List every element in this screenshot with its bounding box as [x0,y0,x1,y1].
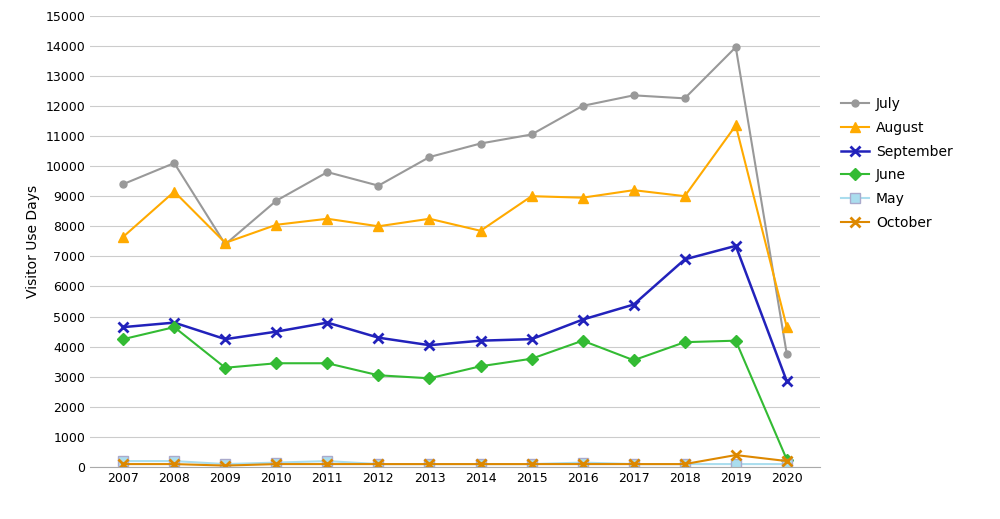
Y-axis label: Visitor Use Days: Visitor Use Days [26,185,40,298]
October [475,461,487,467]
Line: May: May [118,456,792,469]
July [679,95,691,101]
August [270,222,282,228]
October [679,461,691,467]
June [577,337,589,344]
August [475,228,487,234]
May [321,458,333,464]
May [117,458,129,464]
September [219,336,231,343]
July [372,183,384,189]
September [168,320,180,326]
May [679,461,691,467]
May [372,461,384,467]
July [270,198,282,204]
July [475,140,487,146]
June [730,337,742,344]
July [526,131,538,138]
October [117,461,129,467]
September [577,317,589,323]
October [577,461,589,467]
August [423,216,435,222]
July [577,103,589,109]
June [168,324,180,330]
October [168,461,180,467]
June [679,339,691,345]
October [219,462,231,469]
August [526,193,538,199]
June [781,457,793,463]
August [219,240,231,246]
June [117,336,129,343]
Line: August: August [118,120,792,332]
September [781,378,793,385]
October [423,461,435,467]
October [270,461,282,467]
October [730,452,742,458]
June [526,356,538,362]
September [270,329,282,335]
September [372,335,384,341]
May [730,461,742,467]
July [117,181,129,187]
August [679,193,691,199]
May [577,459,589,466]
October [526,461,538,467]
September [117,324,129,330]
July [730,44,742,50]
August [577,195,589,201]
September [321,320,333,326]
October [321,461,333,467]
June [270,360,282,366]
May [628,461,640,467]
July [168,160,180,166]
June [423,375,435,381]
August [372,223,384,229]
August [321,216,333,222]
May [781,461,793,467]
July [423,154,435,160]
June [475,363,487,370]
September [679,256,691,263]
August [117,234,129,240]
September [423,342,435,348]
May [219,461,231,467]
Legend: July, August, September, June, May, October: July, August, September, June, May, Octo… [834,90,960,237]
July [628,92,640,99]
Line: September: September [118,241,792,386]
October [628,461,640,467]
June [219,365,231,371]
July [321,169,333,175]
September [628,302,640,308]
June [628,357,640,363]
Line: July: July [120,44,790,358]
July [219,241,231,248]
May [168,458,180,464]
September [730,243,742,249]
May [270,459,282,466]
May [423,461,435,467]
August [730,122,742,129]
May [526,461,538,467]
Line: October: October [118,450,792,470]
August [628,187,640,193]
October [781,458,793,464]
August [781,324,793,330]
September [475,337,487,344]
August [168,188,180,195]
June [372,372,384,378]
July [781,351,793,357]
Line: June: June [119,323,791,464]
October [372,461,384,467]
September [526,336,538,343]
May [475,461,487,467]
June [321,360,333,366]
